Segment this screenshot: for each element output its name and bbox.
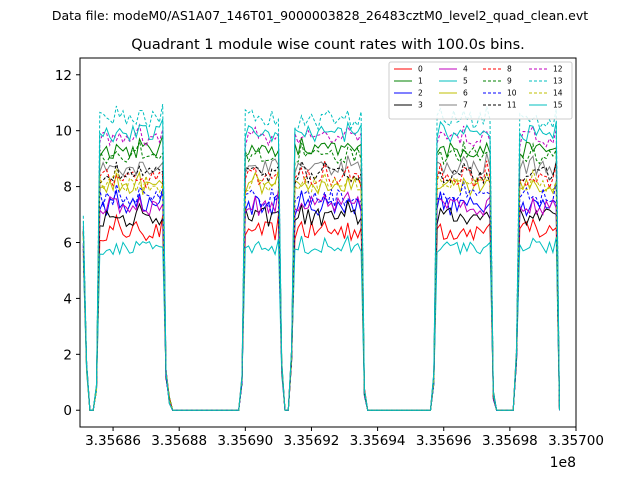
legend-label-15: 15 [553, 101, 563, 110]
legend-label-2: 2 [418, 89, 423, 98]
legend-label-12: 12 [553, 65, 563, 74]
x-tick-label: 3.35694 [350, 433, 406, 449]
legend-label-7: 7 [463, 101, 468, 110]
legend-box [388, 61, 573, 120]
y-tick-label: 10 [55, 124, 72, 140]
series-line-11 [82, 159, 560, 411]
legend-label-4: 4 [463, 65, 468, 74]
figure-suptitle: Data file: modeM0/AS1A07_146T01_90000038… [52, 8, 588, 23]
legend-label-5: 5 [463, 77, 468, 86]
x-tick-label: 3.35686 [85, 433, 141, 449]
y-tick-label: 0 [63, 403, 72, 419]
series-line-14 [82, 167, 560, 411]
x-tick-label: 3.35698 [482, 433, 538, 449]
legend-label-11: 11 [507, 101, 517, 110]
legend-label-8: 8 [507, 65, 512, 74]
x-tick-label: 3.35690 [217, 433, 273, 449]
legend-label-14: 14 [553, 89, 563, 98]
legend-label-1: 1 [418, 77, 423, 86]
x-tick-label: 3.35688 [151, 433, 207, 449]
series-line-8 [82, 160, 560, 411]
legend-label-3: 3 [418, 101, 423, 110]
x-tick-label: 3.35700 [548, 433, 604, 449]
y-tick-label: 4 [63, 291, 72, 307]
legend-label-13: 13 [553, 77, 563, 86]
y-tick-label: 2 [63, 347, 72, 363]
x-axis-offset-label: 1e8 [550, 455, 576, 471]
series-line-15 [82, 119, 560, 411]
y-tick-label: 8 [63, 180, 72, 196]
y-tick-label: 12 [55, 68, 72, 84]
y-tick-label: 6 [63, 236, 72, 252]
x-tick-label: 3.35696 [416, 433, 472, 449]
y-axis: 0 2 4 6 8 10 12 [55, 68, 80, 419]
x-axis: 3.35686 3.35688 3.35690 3.35692 3.35694 3.356… [85, 427, 604, 449]
legend-label-9: 9 [507, 77, 512, 86]
series-lines [82, 104, 560, 411]
series-line-5 [82, 234, 560, 411]
x-tick-label: 3.35692 [284, 433, 340, 449]
chart-title: Quadrant 1 module wise count rates with … [131, 37, 525, 53]
series-line-12 [82, 123, 560, 411]
legend-label-10: 10 [507, 89, 517, 98]
legend-label-6: 6 [463, 89, 468, 98]
legend-label-0: 0 [418, 65, 423, 74]
